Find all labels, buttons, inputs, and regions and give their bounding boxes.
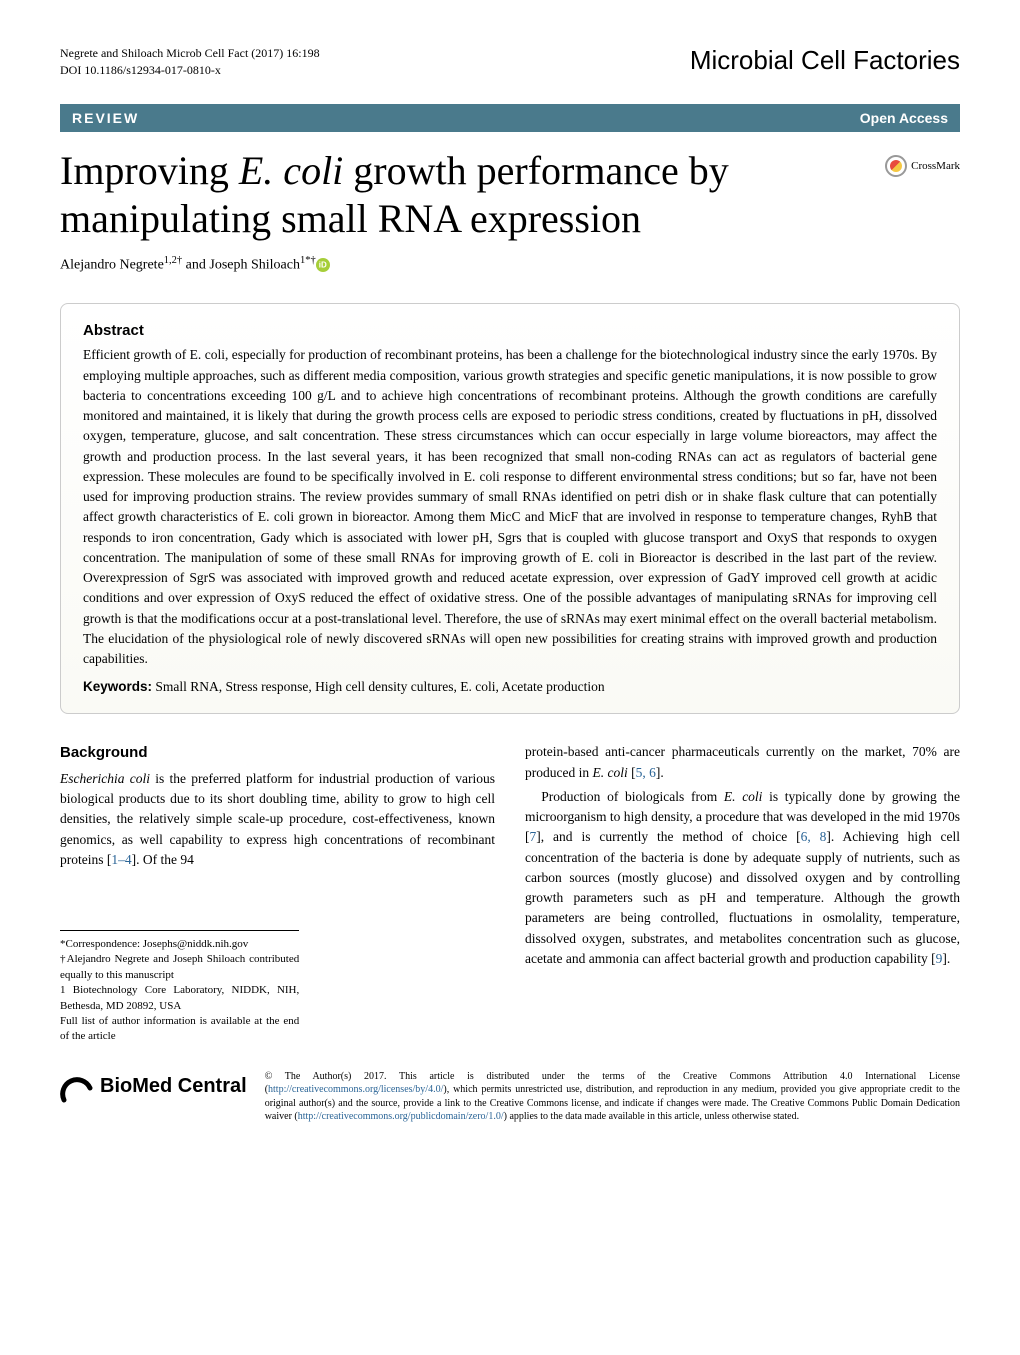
correspondence-line: *Correspondence: Josephs@niddk.nih.gov xyxy=(60,937,299,952)
open-access-label: Open Access xyxy=(860,110,948,126)
title-row: Improving E. coli growth performance by … xyxy=(60,147,960,255)
affiliation-line: 1 Biotechnology Core Laboratory, NIDDK, … xyxy=(60,983,299,1014)
column-left: Background Escherichia coli is the prefe… xyxy=(60,742,495,1044)
citation-text: Negrete and Shiloach Microb Cell Fact (2… xyxy=(60,45,320,62)
page-header: Negrete and Shiloach Microb Cell Fact (2… xyxy=(60,45,960,79)
keywords-line: Keywords: Small RNA, Stress response, Hi… xyxy=(83,679,937,695)
bmc-text: BioMed Central xyxy=(100,1075,247,1098)
abstract-heading: Abstract xyxy=(83,322,937,339)
abstract-box: Abstract Efficient growth of E. coli, es… xyxy=(60,303,960,714)
ref-link-6-8[interactable]: 6, 8 xyxy=(801,829,827,844)
crossmark-icon xyxy=(885,155,907,177)
ecoli-italic: Escherichia coli xyxy=(60,771,150,786)
footer-row: BioMed Central © The Author(s) 2017. Thi… xyxy=(60,1070,960,1124)
license-text: © The Author(s) 2017. This article is di… xyxy=(265,1070,960,1124)
article-title: Improving E. coli growth performance by … xyxy=(60,147,885,243)
orcid-icon[interactable] xyxy=(316,258,330,272)
crossmark-label: CrossMark xyxy=(911,160,960,172)
ref-link-1-4[interactable]: 1–4 xyxy=(111,852,131,867)
body-columns: Background Escherichia coli is the prefe… xyxy=(60,742,960,1044)
citation-block: Negrete and Shiloach Microb Cell Fact (2… xyxy=(60,45,320,79)
cc-by-link[interactable]: http://creativecommons.org/licenses/by/4… xyxy=(268,1084,443,1095)
crossmark-badge[interactable]: CrossMark xyxy=(885,155,960,177)
journal-name: Microbial Cell Factories xyxy=(690,45,960,76)
col2-paragraph-1: protein-based anti-cancer pharmaceutical… xyxy=(525,742,960,783)
doi-text: DOI 10.1186/s12934-017-0810-x xyxy=(60,62,320,79)
background-paragraph-1: Escherichia coli is the preferred platfo… xyxy=(60,769,495,870)
cc0-link[interactable]: http://creativecommons.org/publicdomain/… xyxy=(298,1111,504,1122)
col2-paragraph-2: Production of biologicals from E. coli i… xyxy=(525,787,960,969)
column-right: protein-based anti-cancer pharmaceutical… xyxy=(525,742,960,1044)
full-list-line: Full list of author information is avail… xyxy=(60,1014,299,1045)
authors-line: Alejandro Negrete1,2† and Joseph Shiloac… xyxy=(60,255,960,274)
review-bar: REVIEW Open Access xyxy=(60,104,960,132)
keywords-text: Small RNA, Stress response, High cell de… xyxy=(155,679,604,694)
bmc-arc-icon xyxy=(60,1070,94,1104)
abstract-text: Efficient growth of E. coli, especially … xyxy=(83,345,937,669)
keywords-label: Keywords: xyxy=(83,679,152,694)
ref-link-5-6[interactable]: 5, 6 xyxy=(636,765,656,780)
background-heading: Background xyxy=(60,742,495,765)
footnotes-block: *Correspondence: Josephs@niddk.nih.gov †… xyxy=(60,930,299,1045)
biomed-central-logo[interactable]: BioMed Central xyxy=(60,1070,247,1104)
equal-contrib-line: †Alejandro Negrete and Joseph Shiloach c… xyxy=(60,952,299,983)
review-label: REVIEW xyxy=(72,110,139,126)
